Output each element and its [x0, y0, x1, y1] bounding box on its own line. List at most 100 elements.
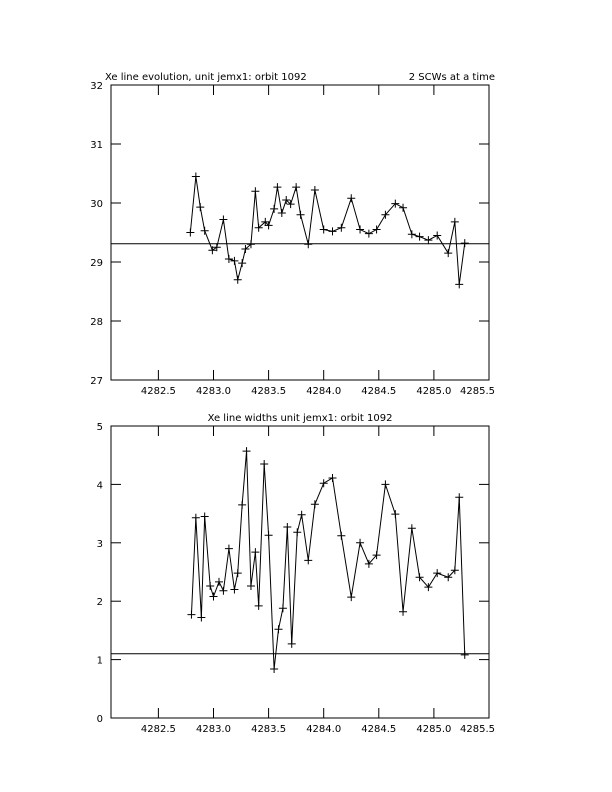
y-tick-label: 5 [97, 422, 103, 433]
point-marker [274, 625, 283, 634]
point-marker [433, 569, 442, 578]
point-marker [399, 203, 408, 212]
point-marker [208, 246, 217, 255]
point-marker [310, 500, 319, 509]
point-marker [260, 459, 269, 468]
point-marker [407, 230, 416, 239]
x-tick-label: 4282.5 [141, 724, 176, 735]
x-tick-label: 4285.0 [416, 386, 451, 397]
point-marker [233, 569, 242, 578]
point-marker [261, 217, 270, 226]
point-marker [424, 236, 433, 245]
point-marker [251, 548, 260, 557]
point-marker [455, 493, 464, 502]
y-tick-label: 27 [90, 376, 103, 387]
point-marker [241, 245, 250, 254]
point-marker [197, 613, 206, 622]
point-marker [433, 231, 442, 240]
point-marker [283, 523, 292, 532]
point-marker [460, 239, 469, 248]
point-marker [364, 559, 373, 568]
point-marker [415, 232, 424, 241]
point-marker [372, 225, 381, 234]
point-marker [381, 210, 390, 219]
point-marker [277, 209, 286, 218]
x-tick-label: 4283.5 [251, 724, 286, 735]
point-marker [381, 480, 390, 489]
point-marker [337, 223, 346, 232]
annotation: 2 SCWs at a time [409, 72, 495, 83]
point-marker [372, 551, 381, 560]
x-tick-label: 4282.5 [141, 386, 176, 397]
y-tick-label: 2 [97, 597, 103, 608]
y-tick-label: 30 [90, 199, 103, 210]
x-tick-label: 4285.5 [460, 724, 495, 735]
point-marker [286, 200, 295, 209]
point-marker [224, 544, 233, 553]
x-tick-label: 4285.5 [460, 386, 495, 397]
point-marker [287, 639, 296, 648]
point-marker [230, 256, 239, 265]
chart-title: Xe line widths unit jemx1: orbit 1092 [208, 413, 393, 424]
point-marker [242, 447, 251, 456]
point-marker [264, 531, 273, 540]
point-marker [415, 573, 424, 582]
point-marker [219, 215, 228, 224]
y-tick-label: 28 [90, 317, 103, 328]
x-tick-label: 4284.5 [361, 386, 396, 397]
y-tick-label: 1 [97, 656, 103, 667]
point-marker [233, 275, 242, 284]
x-tick-label: 4284.0 [306, 724, 341, 735]
point-marker [251, 187, 260, 196]
point-marker [337, 531, 346, 540]
point-marker [224, 255, 233, 264]
point-marker [270, 664, 279, 673]
chart-title: Xe line evolution, unit jemx1: orbit 109… [105, 72, 307, 83]
x-tick-label: 4285.0 [416, 724, 451, 735]
point-marker [206, 582, 215, 591]
point-marker [347, 593, 356, 602]
point-marker [200, 226, 209, 235]
point-marker [407, 524, 416, 533]
point-marker [264, 221, 273, 230]
point-marker [450, 566, 459, 575]
point-marker [186, 228, 195, 237]
x-tick-label: 4283.0 [196, 724, 231, 735]
point-marker [444, 573, 453, 582]
y-tick-label: 32 [90, 81, 103, 92]
point-marker [460, 650, 469, 659]
plot-frame [110, 84, 490, 381]
point-marker [282, 196, 291, 205]
point-marker [293, 528, 302, 537]
point-marker [196, 203, 205, 212]
x-tick-label: 4284.5 [361, 724, 396, 735]
point-marker [444, 249, 453, 258]
point-marker [356, 538, 365, 547]
point-marker [297, 510, 306, 519]
point-marker [200, 512, 209, 521]
point-marker [238, 259, 247, 268]
point-marker [304, 556, 313, 565]
point-marker [328, 473, 337, 482]
point-marker [328, 227, 337, 236]
x-tick-label: 4283.0 [196, 386, 231, 397]
point-marker [296, 210, 305, 219]
point-marker [347, 194, 356, 203]
point-marker [246, 582, 255, 591]
y-tick-label: 29 [90, 258, 103, 269]
point-marker [254, 601, 263, 610]
point-marker [254, 223, 263, 232]
point-marker [270, 204, 279, 213]
point-marker [455, 280, 464, 289]
point-marker [219, 586, 228, 595]
point-marker [246, 240, 255, 249]
point-marker [238, 500, 247, 509]
y-tick-label: 3 [97, 539, 103, 550]
plot-frame [110, 425, 490, 719]
point-marker [424, 583, 433, 592]
point-marker [450, 217, 459, 226]
point-marker [230, 585, 239, 594]
y-tick-label: 4 [97, 480, 103, 491]
point-marker [187, 610, 196, 619]
